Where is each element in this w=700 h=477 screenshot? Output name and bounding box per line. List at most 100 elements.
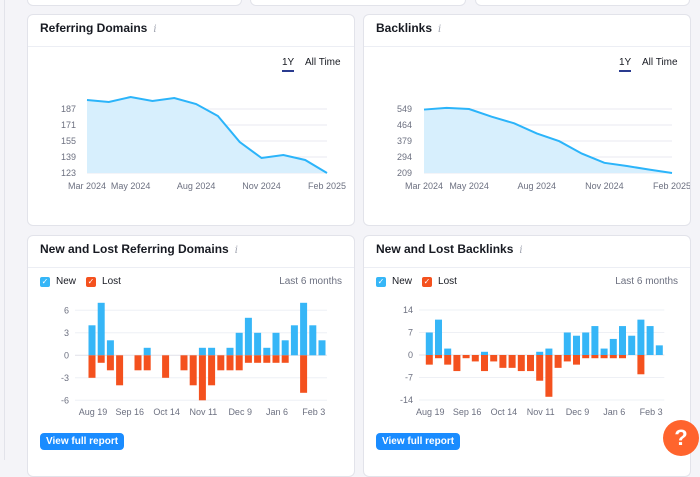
range-all-time-tab[interactable]: All Time bbox=[642, 57, 678, 68]
x-tick-label: Mar 2024 bbox=[68, 181, 106, 191]
new-bar bbox=[646, 326, 654, 355]
lost-bar bbox=[300, 355, 308, 393]
summary-card bbox=[27, 0, 242, 6]
legend-new: New bbox=[392, 276, 413, 287]
x-tick-label: Aug 19 bbox=[79, 407, 108, 417]
lost-bar bbox=[582, 355, 590, 359]
x-tick-label: Feb 2025 bbox=[308, 181, 346, 191]
lost-bar bbox=[217, 355, 225, 371]
x-tick-label: May 2024 bbox=[449, 181, 489, 191]
lost-bar bbox=[517, 355, 525, 372]
new-bar bbox=[435, 319, 442, 355]
lost-bar bbox=[609, 355, 617, 359]
new-bar bbox=[609, 338, 617, 355]
sidebar-edge bbox=[0, 0, 5, 460]
info-icon[interactable]: i bbox=[519, 245, 523, 256]
lost-bar bbox=[591, 355, 599, 359]
new-bar bbox=[226, 347, 234, 356]
x-tick-label: Nov 2024 bbox=[242, 181, 281, 191]
new-bar bbox=[263, 347, 271, 356]
lost-bar bbox=[435, 355, 442, 359]
info-icon[interactable]: i bbox=[153, 24, 157, 35]
new-bar bbox=[198, 347, 206, 356]
x-tick-label: Oct 14 bbox=[153, 407, 180, 417]
y-tick-label: 549 bbox=[397, 104, 412, 114]
new-bar bbox=[591, 326, 599, 355]
y-tick-label: 0 bbox=[64, 350, 69, 360]
lost-checkbox[interactable]: ✓ bbox=[86, 276, 97, 287]
lost-bar bbox=[471, 355, 479, 362]
x-tick-label: Sep 16 bbox=[453, 407, 482, 417]
y-tick-label: 0 bbox=[408, 350, 413, 360]
range-1y-tab[interactable]: 1Y bbox=[619, 57, 632, 72]
help-button[interactable]: ? bbox=[663, 420, 699, 456]
new-checkbox[interactable]: ✓ bbox=[376, 276, 386, 287]
new-bar bbox=[97, 302, 105, 356]
y-tick-label: -6 bbox=[61, 395, 69, 405]
new-bar bbox=[481, 351, 488, 355]
lost-bar bbox=[116, 355, 124, 386]
new-bar bbox=[88, 325, 96, 356]
summary-card bbox=[475, 0, 690, 6]
lost-bar bbox=[536, 355, 544, 381]
area-fill bbox=[87, 97, 327, 173]
new-bar bbox=[300, 302, 308, 356]
new-bar bbox=[208, 347, 216, 356]
backlinks-chart: 209 294 379 464 549 Mar 2024 May 2024 Aug 2024 N… bbox=[397, 104, 690, 191]
new-bar bbox=[106, 340, 114, 356]
legend-lost: Lost bbox=[102, 276, 121, 287]
x-tick-label: Nov 2024 bbox=[585, 181, 624, 191]
lost-bar bbox=[462, 355, 470, 359]
new-bar bbox=[619, 326, 626, 355]
info-icon[interactable]: i bbox=[438, 24, 442, 35]
range-all-time-tab[interactable]: All Time bbox=[305, 57, 341, 68]
x-tick-label: Jan 6 bbox=[266, 407, 288, 417]
new-bar bbox=[425, 332, 433, 355]
lost-bar bbox=[425, 355, 433, 365]
lost-bar bbox=[97, 355, 105, 363]
new-checkbox[interactable]: ✓ bbox=[40, 276, 50, 287]
referring-domains-chart: 123 139 155 171 187 Mar 2024 May 2024 Aug 2024 N… bbox=[61, 95, 346, 191]
new-bar bbox=[254, 332, 262, 356]
range-1y-tab[interactable]: 1Y bbox=[282, 57, 295, 72]
new-bar bbox=[235, 332, 243, 356]
lost-bar bbox=[134, 355, 142, 371]
x-tick-label: Aug 19 bbox=[416, 407, 445, 417]
card-title: Backlinks bbox=[376, 21, 433, 35]
x-tick-label: May 2024 bbox=[111, 181, 151, 191]
new-bar bbox=[573, 335, 580, 355]
lost-bar bbox=[208, 355, 216, 386]
lost-bar bbox=[499, 355, 507, 368]
new-lost-domains-card: New and Lost Referring Domains i ✓ New ✓ Lo… bbox=[27, 235, 355, 477]
lost-bar bbox=[226, 355, 234, 371]
new-bar bbox=[244, 317, 252, 356]
lost-bar bbox=[106, 355, 114, 371]
y-tick-label: 14 bbox=[403, 305, 413, 315]
x-tick-label: Mar 2024 bbox=[405, 181, 443, 191]
card-title: Referring Domains bbox=[40, 21, 148, 35]
info-icon[interactable]: i bbox=[234, 245, 238, 256]
view-full-report-button[interactable]: View full report bbox=[376, 433, 461, 450]
new-bar bbox=[600, 348, 608, 355]
view-full-report-button[interactable]: View full report bbox=[40, 433, 125, 450]
lost-bar bbox=[554, 355, 562, 368]
lost-bar bbox=[545, 355, 553, 397]
lost-bar bbox=[198, 355, 206, 401]
lost-bar bbox=[88, 355, 96, 378]
lost-bar bbox=[453, 355, 461, 372]
x-tick-label: Aug 2024 bbox=[177, 181, 216, 191]
lost-bar bbox=[281, 355, 289, 363]
new-bar bbox=[628, 335, 636, 355]
y-tick-label: 7 bbox=[408, 328, 413, 338]
new-bar bbox=[272, 332, 280, 356]
new-bar bbox=[318, 340, 326, 356]
new-bar bbox=[309, 325, 317, 356]
x-tick-label: Oct 14 bbox=[491, 407, 518, 417]
card-title: New and Lost Referring Domains bbox=[40, 242, 229, 256]
lost-bar bbox=[180, 355, 188, 371]
lost-bar bbox=[235, 355, 243, 371]
y-tick-label: 464 bbox=[397, 120, 412, 130]
y-tick-label: -3 bbox=[61, 373, 69, 383]
lost-bar bbox=[563, 355, 571, 362]
lost-checkbox[interactable]: ✓ bbox=[422, 276, 433, 287]
